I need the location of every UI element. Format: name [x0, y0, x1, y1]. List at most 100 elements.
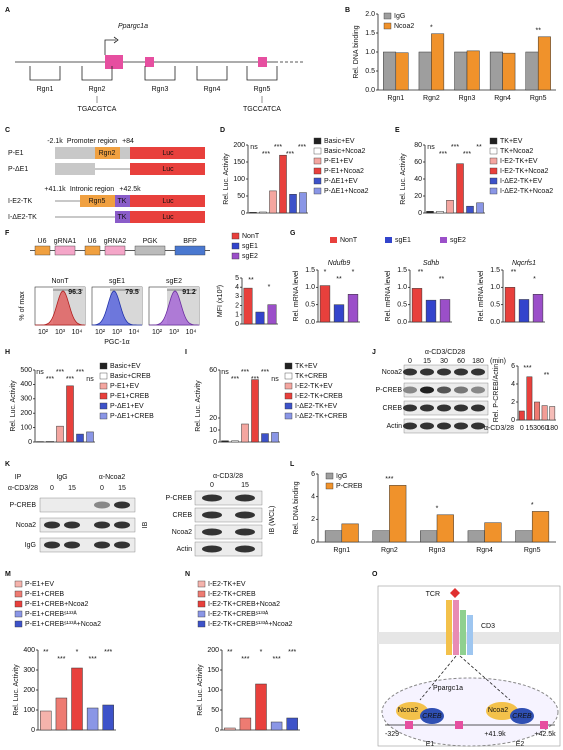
bar: [55, 697, 68, 731]
legend-label: I-ΔE2-TK+Ncoa2: [500, 188, 553, 195]
blot-band: [202, 494, 222, 502]
panel-letter: F: [5, 230, 10, 237]
blot-label: 0: [50, 485, 54, 492]
legend-label: I-E2-TK+CREB+Ncoa2: [208, 601, 280, 608]
y-tick-label: 5: [235, 275, 239, 282]
y-tick-label: 150: [233, 159, 245, 166]
bar: [526, 376, 533, 421]
bar: [66, 385, 74, 443]
x-tick-label: Rgn5: [530, 95, 547, 102]
chart-title: Nqcrfs1: [512, 260, 536, 267]
blot-band: [454, 422, 468, 430]
legend-label: P-E1+EV: [110, 383, 139, 390]
y-tick-label: 300: [20, 396, 32, 403]
significance: **: [43, 649, 49, 656]
bar: [102, 704, 114, 731]
y-axis-title: Rel. mRNA level: [385, 270, 392, 321]
blot-strip: [194, 507, 263, 523]
bar: [431, 33, 445, 91]
significance: **: [227, 649, 233, 656]
blot-band: [114, 541, 130, 549]
flow-label: sgE2: [166, 278, 182, 285]
signal-arrow: [419, 655, 457, 701]
y-tick-label: 40: [414, 176, 422, 183]
region-bracket: [246, 66, 278, 81]
construct-label: Rgn2: [99, 150, 116, 157]
exon: [258, 57, 267, 67]
y-tick-label: 200: [207, 647, 219, 654]
diagram-label: Rgn1: [37, 86, 54, 93]
y-tick-label: 0.5: [365, 68, 375, 75]
flow-label: gRNA2: [104, 238, 127, 245]
construct-label: Luc: [162, 166, 174, 173]
significance: ns: [271, 376, 279, 383]
blot-band: [64, 541, 80, 549]
legend-label: sgE2: [450, 237, 466, 244]
vector-element: [34, 245, 51, 256]
blot-band: [471, 404, 485, 412]
histogram-tick: 10²: [38, 329, 49, 336]
blot-band: [420, 422, 434, 430]
y-tick-label: 0.5: [305, 302, 315, 309]
legend-label: I-ΔE2-TK+CREB: [295, 413, 348, 420]
y-tick-label: 3: [235, 293, 239, 300]
luc: [130, 211, 205, 223]
y-tick-label: 4: [235, 284, 239, 291]
legend-label: Basic+EV: [110, 363, 141, 370]
construct-label: P-ΔE1: [8, 166, 28, 173]
bar: [531, 511, 550, 543]
y-axis-title: Rel. DNA binding: [353, 25, 360, 78]
bar: [537, 36, 551, 91]
flow-label: NonT: [51, 278, 69, 285]
blot-band: [202, 545, 222, 553]
blot-strip: [39, 537, 136, 553]
bar: [241, 423, 249, 443]
bar: [489, 51, 503, 91]
blot-label: 180: [472, 358, 484, 365]
legend-label: I-E2-TK+EV: [208, 581, 246, 588]
significance: *: [76, 649, 79, 656]
bar: [466, 50, 480, 91]
x-tick-label: Rgn5: [524, 547, 541, 554]
blot-label: Actin: [386, 423, 402, 430]
bar: [299, 192, 307, 214]
significance: ns: [221, 369, 229, 376]
diagram-label: Rgn2: [89, 86, 106, 93]
legend-label: P-ΔE1+EV: [110, 403, 144, 410]
receptor: [453, 600, 459, 655]
significance: **: [248, 277, 254, 284]
construct-label: P-E1: [8, 150, 24, 157]
y-tick-label: 2: [511, 399, 515, 406]
luc: [130, 195, 205, 207]
legend-label: Basic+EV: [324, 138, 355, 145]
bar: [502, 52, 516, 91]
significance: ***: [523, 365, 531, 372]
bar: [319, 285, 331, 323]
significance: **: [511, 269, 517, 276]
significance: ***: [241, 656, 249, 663]
significance: ns: [427, 144, 435, 151]
bar: [251, 379, 259, 443]
blot-label: CREB: [383, 405, 403, 412]
diagram-label: E2: [516, 741, 525, 748]
legend-swatch: [330, 237, 337, 243]
panel-letter: C: [5, 127, 10, 134]
blot-label: Actin: [176, 546, 192, 553]
flow-label: 91.2: [182, 289, 196, 296]
legend-swatch: [197, 600, 206, 608]
x-tick-label: Rgn2: [423, 95, 440, 102]
blot-label: α-CD3/CD28: [425, 349, 465, 356]
bar: [456, 163, 464, 214]
bar: [395, 52, 409, 91]
bar: [436, 514, 454, 543]
legend-swatch: [383, 12, 392, 20]
legend-label: I-E2-TK+CREB: [295, 393, 343, 400]
x-tick-label: Rgn4: [494, 95, 511, 102]
legend-label: P-E1+Ncoa2: [324, 168, 364, 175]
construct-label: Luc: [162, 198, 174, 205]
significance: ***: [46, 376, 54, 383]
bar: [518, 410, 525, 421]
diagram-label: TCR: [426, 591, 440, 598]
ncoa2: [486, 702, 518, 720]
histogram-tick: 10⁴: [72, 329, 83, 336]
